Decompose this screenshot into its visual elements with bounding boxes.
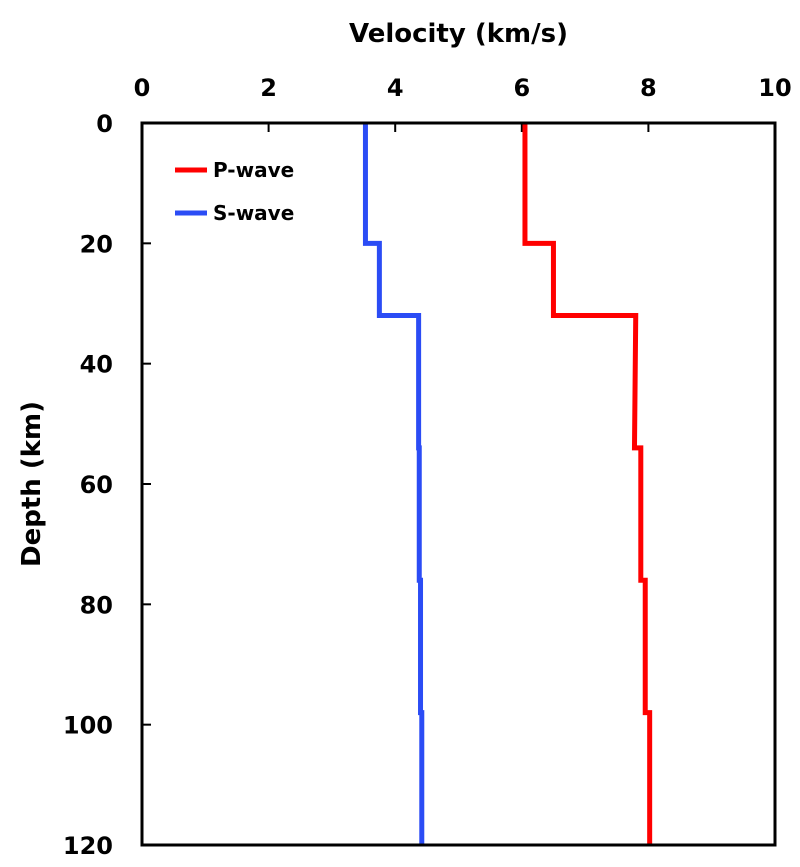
legend: P-wave S-wave [175,158,294,225]
legend-label-s-wave: S-wave [213,201,294,225]
x-tick-label: 10 [758,74,791,102]
x-tick-label: 6 [513,74,530,102]
y-tick-label: 80 [80,591,113,619]
y-tick-label: 0 [96,110,113,138]
y-tick-label: 100 [63,712,113,740]
y-axis-title: Depth (km) [17,401,47,567]
plot-frame [140,121,777,847]
s-wave-line [362,123,425,845]
y-tick-label: 20 [80,230,113,258]
x-axis-ticks: 0 2 4 6 8 10 [134,74,792,132]
y-tick-label: 60 [80,471,113,499]
p-wave-line [522,123,653,845]
y-axis-ticks: 0 20 40 60 80 100 120 [63,110,151,860]
x-axis-title: Velocity (km/s) [349,19,568,49]
x-tick-label: 2 [260,74,277,102]
x-tick-label: 0 [134,74,151,102]
x-tick-label: 4 [387,74,404,102]
x-tick-label: 8 [640,74,657,102]
y-tick-label: 40 [80,351,113,379]
series-layer [362,123,653,845]
legend-label-p-wave: P-wave [213,158,294,182]
y-tick-label: 120 [63,832,113,860]
